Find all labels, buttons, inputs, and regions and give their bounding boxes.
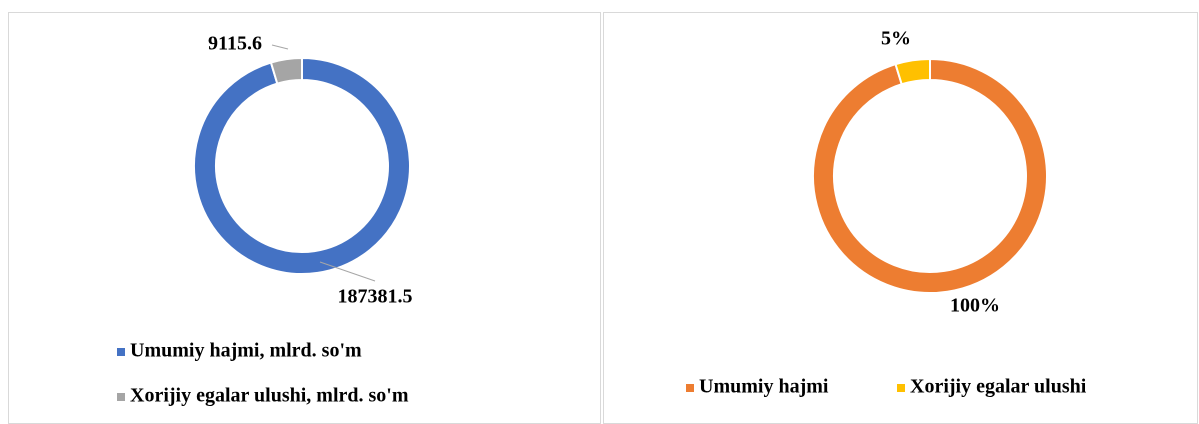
- legend-label: Umumiy hajmi, mlrd. so'm: [130, 340, 362, 362]
- data-label: 9115.6: [208, 33, 262, 55]
- donut-slice: [812, 57, 1048, 294]
- legend-swatch: [117, 348, 125, 356]
- data-label: 187381.5: [338, 286, 413, 308]
- data-label: 100%: [950, 295, 1000, 317]
- legend-swatch: [897, 384, 905, 392]
- leader-line: [319, 261, 376, 282]
- legend-swatch: [686, 384, 694, 392]
- donut-slice: [193, 56, 411, 275]
- data-label: 5%: [881, 28, 911, 50]
- leader-line: [271, 44, 289, 50]
- legend-label: Xorijiy egalar ulushi: [910, 376, 1087, 398]
- donut-slice: [894, 57, 931, 86]
- legend-label: Xorijiy egalar ulushi, mlrd. so'm: [130, 385, 409, 407]
- donut-slice: [269, 56, 303, 85]
- legend-label: Umumiy hajmi: [699, 376, 829, 398]
- legend-swatch: [117, 393, 125, 401]
